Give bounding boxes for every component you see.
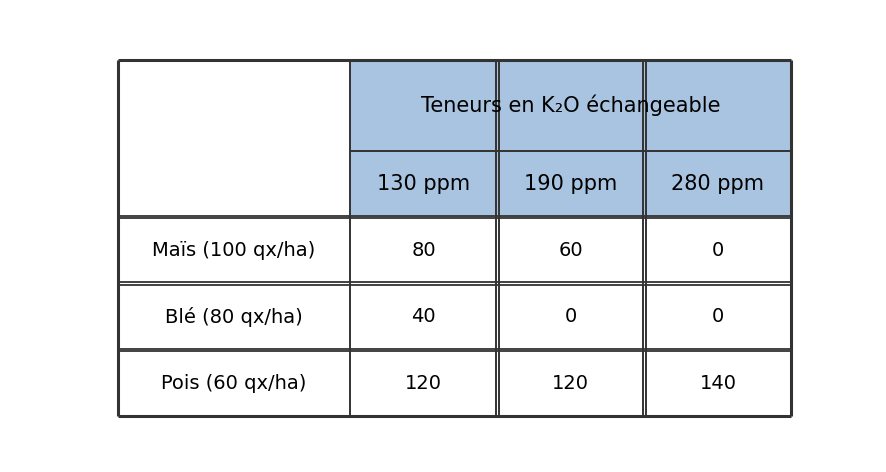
Bar: [350, 151, 497, 217]
Bar: [350, 60, 790, 151]
Bar: [497, 284, 643, 350]
Bar: [118, 60, 350, 217]
Bar: [118, 284, 350, 350]
Bar: [643, 151, 790, 217]
Text: 120: 120: [552, 374, 588, 393]
Text: 140: 140: [698, 374, 735, 393]
Text: 130 ppm: 130 ppm: [377, 174, 470, 194]
Text: Pois (60 qx/ha): Pois (60 qx/ha): [161, 374, 307, 393]
Bar: [118, 350, 350, 416]
Text: 0: 0: [711, 241, 723, 260]
Text: Maïs (100 qx/ha): Maïs (100 qx/ha): [152, 241, 315, 260]
Bar: [350, 217, 497, 284]
Bar: [497, 350, 643, 416]
Text: 80: 80: [411, 241, 436, 260]
Text: 280 ppm: 280 ppm: [671, 174, 764, 194]
Bar: [643, 284, 790, 350]
Bar: [643, 217, 790, 284]
Bar: [118, 217, 350, 284]
Text: Teneurs en K₂O échangeable: Teneurs en K₂O échangeable: [421, 95, 719, 117]
Text: 40: 40: [411, 307, 436, 326]
Bar: [497, 151, 643, 217]
Bar: [497, 217, 643, 284]
Text: 0: 0: [711, 307, 723, 326]
Text: 190 ppm: 190 ppm: [524, 174, 617, 194]
Bar: [643, 350, 790, 416]
Text: Blé (80 qx/ha): Blé (80 qx/ha): [165, 307, 302, 327]
Bar: [350, 350, 497, 416]
Text: 120: 120: [405, 374, 442, 393]
Text: 0: 0: [564, 307, 576, 326]
Bar: [350, 284, 497, 350]
Text: 60: 60: [558, 241, 582, 260]
